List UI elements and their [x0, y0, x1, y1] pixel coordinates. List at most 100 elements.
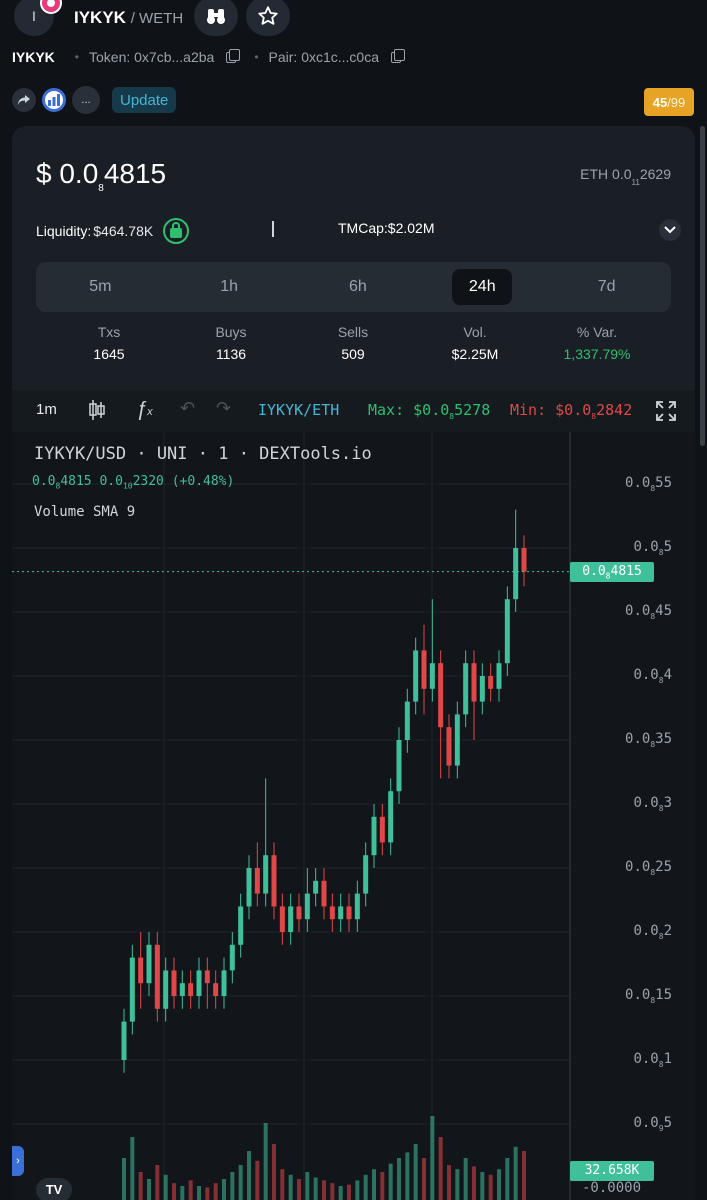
y-tick-part: 9	[658, 1123, 664, 1133]
interval-button[interactable]: 1m	[36, 401, 57, 418]
undo-icon[interactable]: ↶	[180, 398, 196, 418]
more-button[interactable]: ...	[72, 86, 100, 114]
tab-5m[interactable]: 5m	[89, 278, 112, 295]
eth-price-digits: 2629	[639, 166, 671, 182]
candle-body	[321, 880, 327, 907]
volume-bar	[322, 1180, 326, 1200]
price-axis[interactable]: 0.0855 0.085 0.0845 0.084 0.0835 0.083 0.0825 0…	[582, 432, 695, 1200]
volume-bar	[447, 1165, 451, 1200]
update-button[interactable]: Update	[112, 87, 177, 113]
stat-buys: Buys 1136	[170, 324, 292, 362]
tab-7d[interactable]: 7d	[597, 278, 616, 295]
fullscreen-icon[interactable]	[655, 400, 677, 422]
token-avatar[interactable]: I	[14, 0, 62, 36]
liquidity-label: Liquidity:	[36, 223, 92, 239]
dextscore-badge[interactable]: 45/99	[644, 88, 694, 116]
current-price-digits: 4815	[610, 564, 642, 579]
volume-bar	[355, 1180, 360, 1200]
candle-body	[421, 650, 427, 689]
min-price: Min: $0.082842	[510, 401, 632, 421]
candle-body	[338, 906, 344, 920]
y-tick-label: 0.081	[582, 1051, 672, 1069]
redo-icon[interactable]: ↷	[216, 398, 232, 418]
volume-bar	[230, 1172, 235, 1200]
y-tick-label: 0.083	[582, 795, 672, 813]
eth-price-zeros: 11	[631, 178, 640, 187]
favorite-button[interactable]	[246, 0, 290, 36]
max-price-digits: 5278	[454, 401, 491, 419]
y-tick-part: 8	[658, 547, 664, 557]
price-card: $ 0.084815 ETH 0.0112629 Liquidity: $464…	[12, 126, 695, 390]
side-panel-handle[interactable]: ›	[12, 1146, 24, 1176]
usd-price: $ 0.084815	[36, 158, 166, 194]
copy-pair-icon[interactable]	[391, 48, 406, 63]
stat-value: 1645	[93, 346, 125, 362]
share-button[interactable]	[12, 88, 36, 112]
y-tick-part: 3	[663, 795, 672, 811]
chart-pair-button[interactable]: IYKYK/ETH	[258, 401, 340, 419]
y-tick-part: 0.0	[633, 795, 659, 811]
tab-24h[interactable]: 24h	[452, 269, 513, 305]
volume-bar	[263, 1123, 268, 1200]
copy-token-icon[interactable]	[226, 48, 241, 63]
current-price-zeros: 8	[605, 571, 611, 581]
ohlc-b-digits: 2320	[132, 474, 164, 489]
volume-bar	[430, 1116, 435, 1200]
y-tick-part: 4	[663, 667, 672, 683]
volume-bar	[288, 1174, 293, 1200]
volume-bar	[480, 1172, 485, 1200]
y-tick-part: 15	[655, 987, 672, 1003]
volume-bar	[138, 1172, 143, 1200]
tab-6h[interactable]: 6h	[348, 278, 367, 295]
volume-bar	[347, 1184, 351, 1200]
page-scrollbar[interactable]	[700, 126, 705, 446]
expand-button[interactable]	[659, 219, 681, 241]
ohlc-a-digits: 4815	[60, 474, 92, 489]
candle-body	[271, 855, 277, 907]
score-max: /99	[667, 94, 686, 110]
volume-bar	[505, 1158, 510, 1200]
stat-sells: Sells 509	[292, 324, 414, 362]
y-tick-part: 5	[663, 539, 672, 555]
candle-body	[279, 906, 285, 932]
liquidity: Liquidity: $464.78K	[36, 218, 190, 244]
candle-body	[213, 983, 219, 996]
ohlc-change: (+0.48%)	[171, 474, 235, 489]
volume-bar	[272, 1144, 276, 1200]
volume-bar	[463, 1158, 468, 1200]
avatar-letter: I	[32, 8, 36, 24]
y-tick-part: 8	[658, 931, 664, 941]
y-tick-part: 0.0	[633, 667, 659, 683]
volume-bar	[338, 1186, 343, 1200]
candle-body	[346, 906, 352, 920]
stat-vol: Vol. $2.25M	[414, 324, 536, 362]
volume-bar	[197, 1186, 201, 1200]
stat-label: Txs	[97, 324, 121, 340]
tab-1h[interactable]: 1h	[220, 278, 239, 295]
volume-bar	[388, 1163, 393, 1200]
y-tick-part: 0.0	[633, 1115, 659, 1131]
volume-bar	[130, 1137, 135, 1200]
stat-label: Vol.	[463, 324, 487, 340]
volume-bar	[305, 1172, 310, 1200]
lock-icon[interactable]	[163, 218, 190, 244]
tmcap: TMCap:$2.02M	[338, 220, 435, 236]
volume-bar	[472, 1166, 476, 1200]
volume-bar	[172, 1183, 176, 1200]
candle-body	[354, 893, 360, 920]
chart-bars-icon	[48, 94, 60, 106]
stats-row: Txs 1645 Buys 1136 Sells 509 Vol. $2.25M % Var. 1…	[48, 324, 658, 362]
indicators-icon[interactable]: ƒx	[136, 398, 153, 420]
price-chart[interactable]: IYKYK/USD · UNI · 1 · DEXTools.io 0.0848…	[12, 432, 695, 1200]
tradingview-logo[interactable]: TV	[36, 1178, 72, 1200]
candle-body	[521, 548, 527, 572]
candle-body	[454, 714, 460, 766]
chevron-down-icon	[664, 226, 676, 234]
candle-type-icon[interactable]	[88, 399, 106, 421]
ohlc-a-zeros: 8	[55, 481, 61, 491]
volume-bar	[488, 1174, 493, 1200]
candle-body	[288, 906, 294, 932]
chart-site-button[interactable]	[42, 88, 66, 112]
y-tick-part: 25	[655, 859, 672, 875]
binoculars-button[interactable]	[194, 0, 238, 36]
